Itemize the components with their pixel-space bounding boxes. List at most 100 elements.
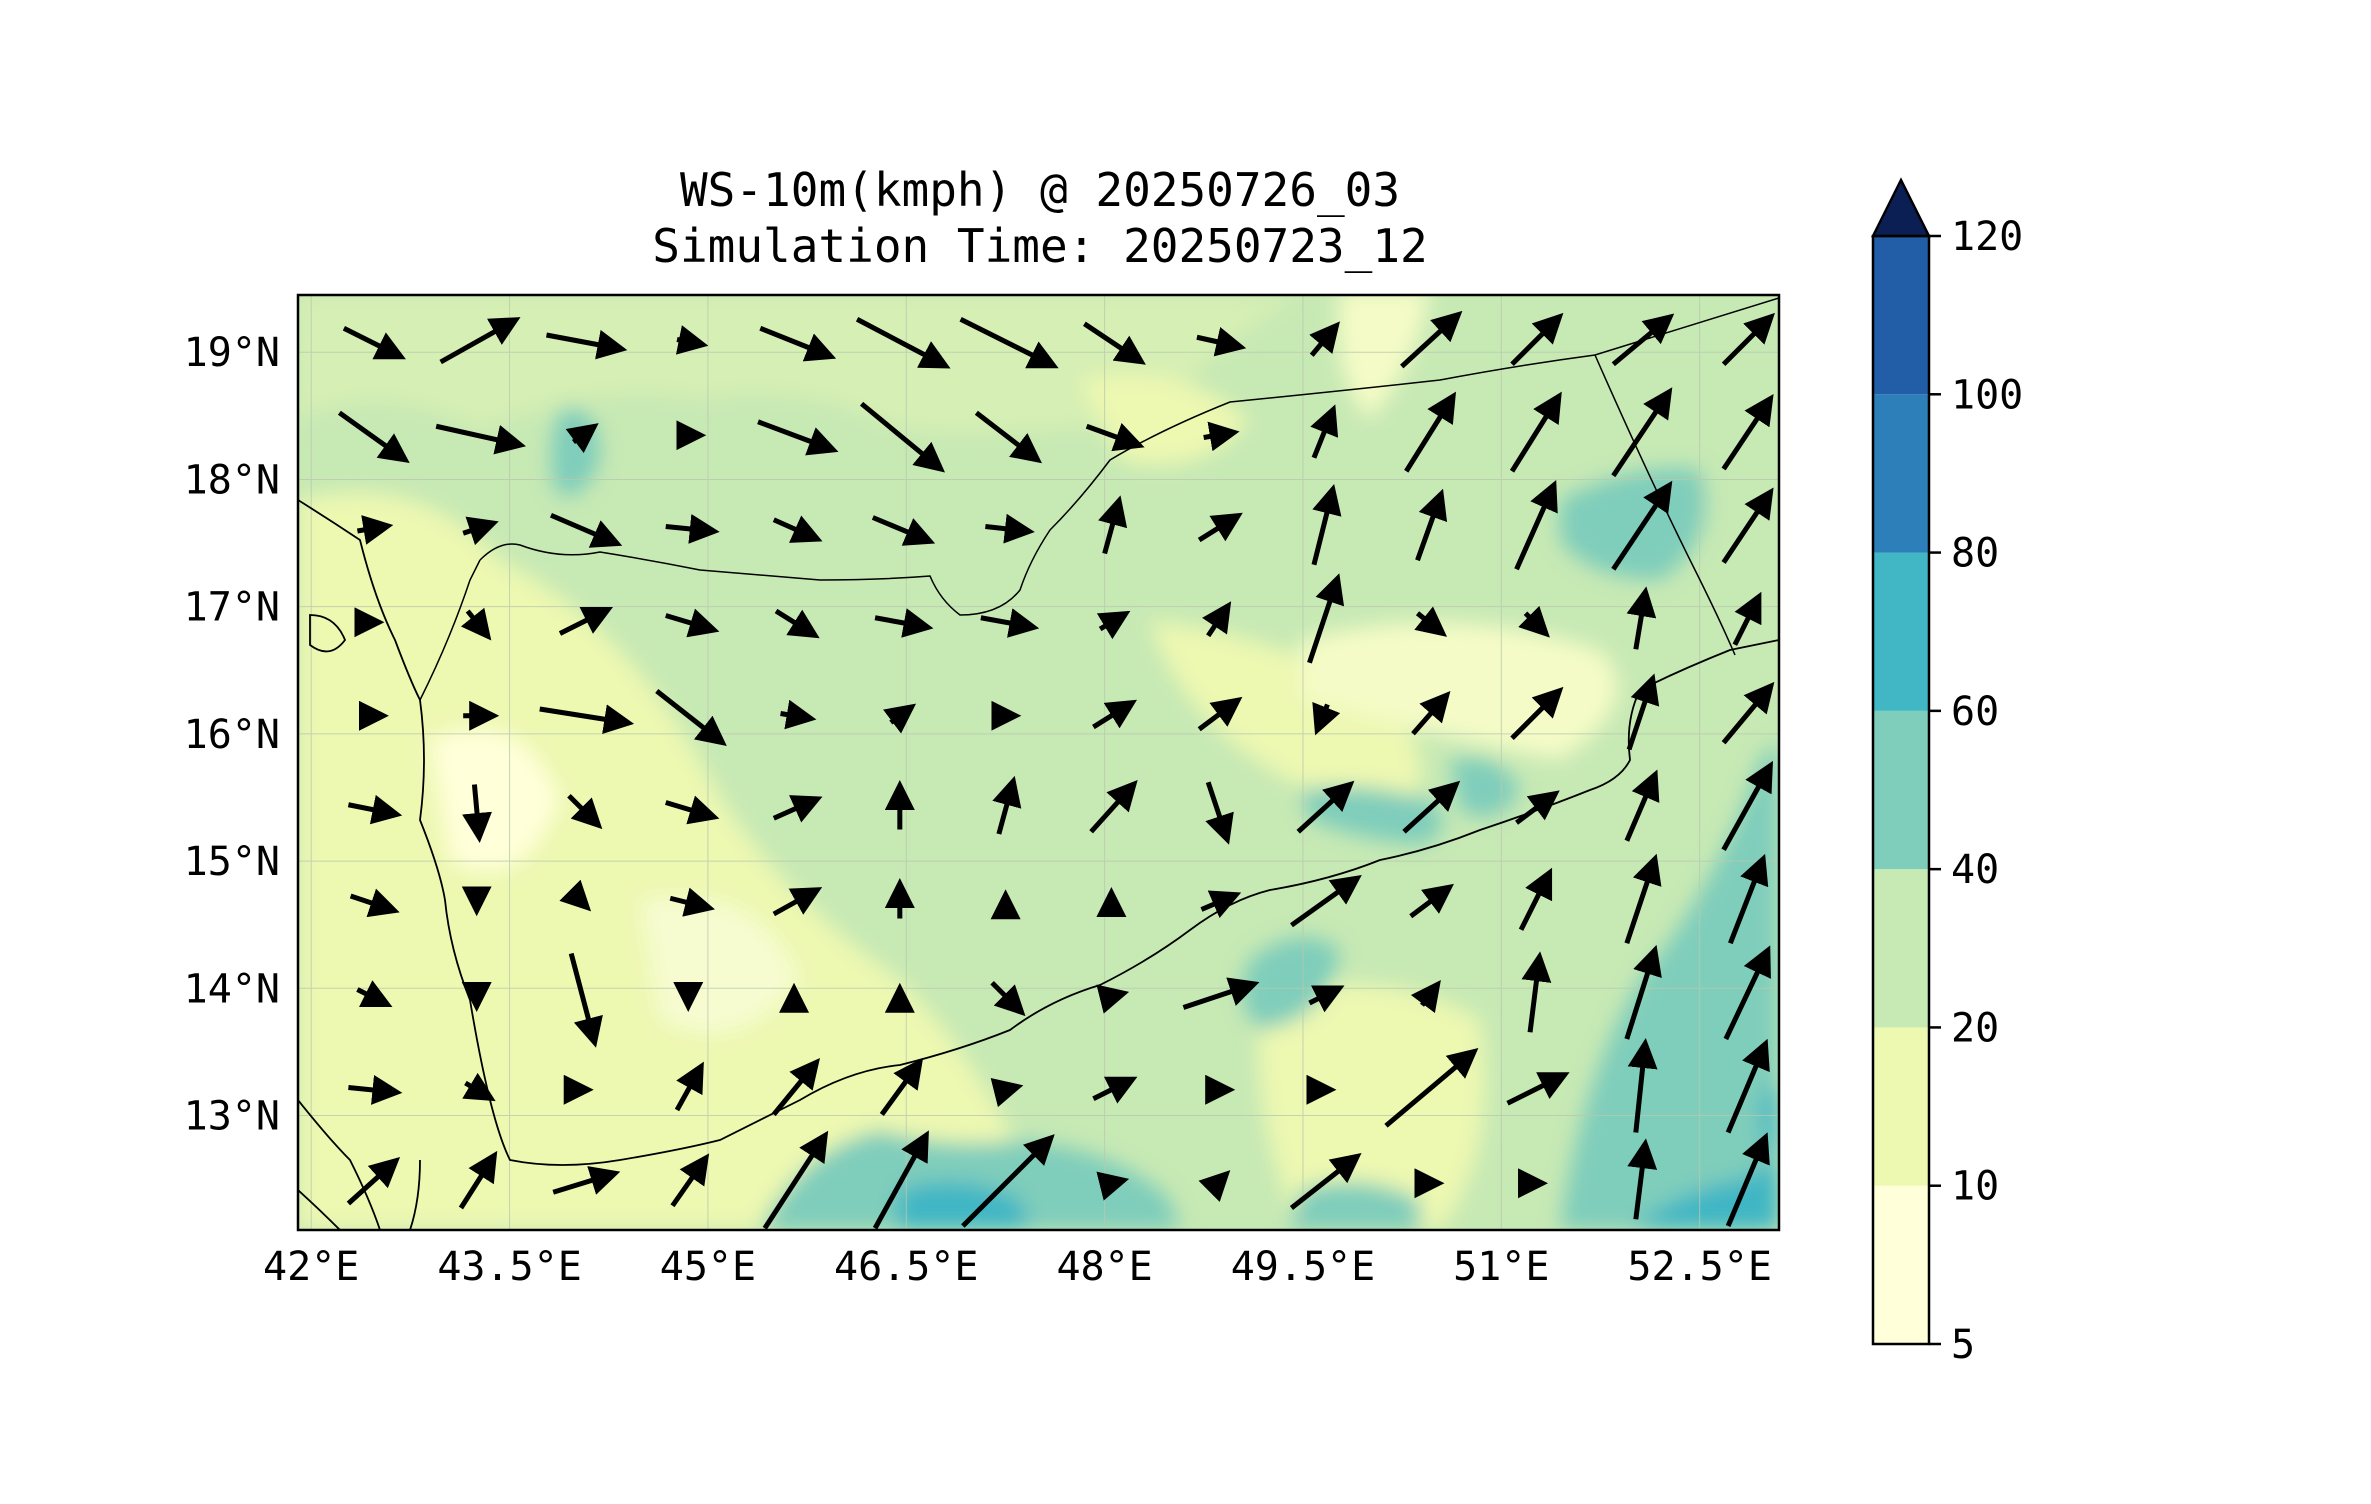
wind-arrow: [342, 326, 406, 360]
wind-arrow: [1083, 321, 1146, 365]
wind-arrow: [762, 1130, 829, 1230]
wind-arrow: [1310, 404, 1339, 459]
wind-arrow: [1197, 512, 1243, 543]
lon-tick-label: 42°E: [263, 1244, 359, 1290]
colorbar-tick-label: 5: [1951, 1322, 1975, 1368]
wind-arrow: [1624, 769, 1660, 842]
wind-arrow: [859, 401, 946, 473]
lat-tick-label: 17°N: [184, 585, 280, 631]
wind-arrow: [990, 980, 1026, 1017]
wind-arrow: [879, 1057, 924, 1116]
wind-arrow: [462, 516, 499, 546]
wind-arrow: [1196, 327, 1247, 357]
wind-arrow: [1290, 875, 1362, 928]
wind-arrow: [1721, 681, 1775, 745]
wind-arrow: [565, 423, 599, 454]
wind-arrow: [1721, 487, 1774, 564]
colorbar-tick-label: 10: [1951, 1164, 1999, 1210]
lon-tick-label: 45°E: [660, 1244, 756, 1290]
wind-arrow: [1400, 310, 1463, 369]
wind-arrow: [774, 608, 820, 639]
wind-arrow: [1311, 484, 1342, 566]
lat-tick-label: 16°N: [184, 712, 280, 758]
wind-arrow: [1182, 977, 1260, 1010]
wind-arrow: [1510, 312, 1564, 367]
lon-tick-label: 46.5°E: [834, 1244, 979, 1290]
lat-tick-label: 15°N: [184, 839, 280, 885]
country-borders: [419, 297, 1779, 701]
colorbar-segment: [1873, 394, 1929, 553]
wind-arrow: [980, 608, 1040, 638]
wind-arrow: [546, 329, 628, 360]
wind-arrow: [990, 1078, 1024, 1108]
latitude-axis: 13°N 14°N 15°N 16°N 17°N 18°N 19°N: [184, 330, 280, 1139]
wind-arrow: [1202, 601, 1232, 638]
wind-arrow: [539, 704, 635, 735]
wind-arrow: [1518, 867, 1553, 931]
wind-arrow: [1289, 1152, 1362, 1210]
lon-tick-label: 43.5°E: [437, 1244, 582, 1290]
wind-arrow: [1308, 985, 1345, 1013]
wind-arrow: [1096, 984, 1130, 1014]
colorbar-extend-arrow: [1870, 177, 1932, 238]
wind-arrow: [458, 1150, 498, 1210]
wind-arrow: [349, 888, 400, 918]
wind-arrow: [674, 1061, 704, 1112]
colorbar-tick-label: 120: [1951, 214, 2023, 260]
wind-arrow: [780, 699, 817, 730]
wind-arrow: [1203, 421, 1240, 452]
wind-arrow: [871, 515, 936, 546]
figure-title-block: WS-10m(kmph) @ 20250726_03 Simulation Ti…: [300, 162, 1780, 274]
wind-arrow: [665, 608, 720, 638]
colorbar-segment: [1873, 552, 1929, 711]
wind-arrow: [1627, 1038, 1658, 1133]
wind-arrow: [883, 703, 917, 734]
wind-arrow: [1415, 488, 1448, 562]
wind-arrow: [1414, 606, 1448, 637]
wind-arrow: [1296, 780, 1355, 834]
longitude-axis: 42°E 43.5°E 45°E 46.5°E 48°E 49.5°E 51°E 52.5°E: [263, 1244, 1772, 1290]
wind-arrow: [1205, 781, 1234, 845]
colorbar-tick-label: 40: [1951, 847, 1999, 893]
wind-arrow: [1402, 780, 1461, 834]
colorbar-tick-label: 20: [1951, 1005, 1999, 1051]
lat-tick-label: 19°N: [184, 330, 280, 376]
wind-arrow: [655, 689, 727, 747]
wind-arrow: [1384, 1047, 1479, 1128]
wind-arrow: [772, 887, 823, 917]
wind-arrow: [992, 775, 1022, 835]
wind-arrow: [759, 325, 837, 362]
wind-arrow: [1092, 1076, 1138, 1104]
lon-tick-label: 49.5°E: [1231, 1244, 1376, 1290]
wind-arrow: [347, 794, 403, 825]
colorbar-segment: [1873, 236, 1929, 395]
wind-arrow: [1514, 480, 1558, 571]
wind-arrow: [337, 410, 410, 463]
wind-arrow: [462, 784, 492, 843]
wind-arrow: [567, 793, 603, 830]
wind-arrow: [1200, 890, 1242, 919]
wind-arrow: [874, 608, 934, 638]
wind-arrow: [1309, 321, 1340, 357]
wind-vectors: [337, 310, 1775, 1230]
colorbar-tick-label: 80: [1951, 531, 1999, 577]
wind-arrow: [348, 1074, 403, 1105]
wind-arrow: [1096, 610, 1131, 640]
wind-arrow: [1509, 391, 1562, 473]
wind-arrow: [1197, 696, 1243, 732]
wind-arrow: [558, 606, 614, 636]
wind-arrow: [669, 887, 715, 917]
wind-arrow: [549, 512, 623, 548]
lat-tick-label: 13°N: [184, 1094, 280, 1140]
wind-arrow: [1626, 586, 1657, 650]
wind-arrow: [1721, 394, 1774, 471]
wind-arrow: [1089, 780, 1138, 834]
wind-arrow: [1404, 391, 1457, 473]
colorbar-segment: [1873, 1185, 1929, 1344]
wind-arrow: [1410, 980, 1441, 1014]
colorbar-tick-label: 100: [1951, 372, 2023, 418]
wind-speed-field: [298, 295, 1779, 1230]
wind-arrow: [552, 1166, 621, 1195]
wind-arrow: [670, 1153, 710, 1208]
